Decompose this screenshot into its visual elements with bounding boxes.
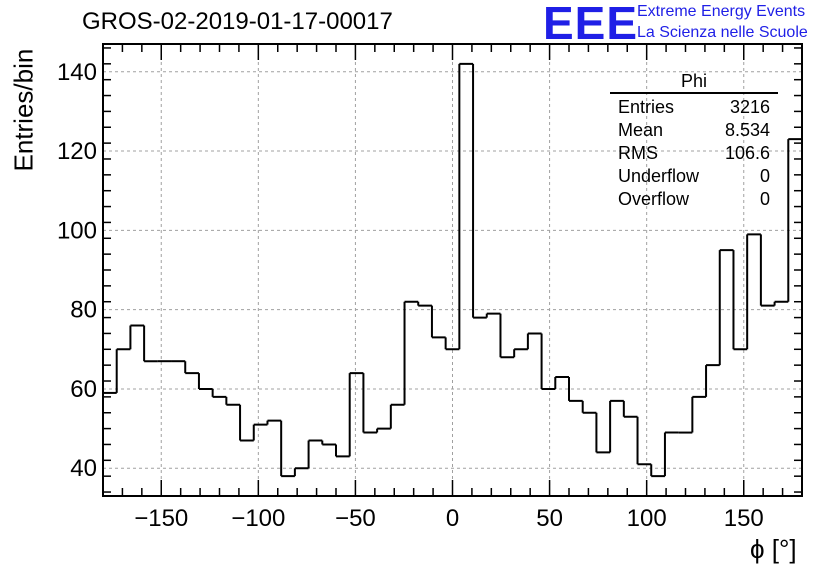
histogram-bin: [718, 249, 734, 366]
histogram-bin: [348, 372, 364, 457]
logo-text-line1: Extreme Energy Events: [637, 3, 806, 20]
histogram-bin: [376, 427, 391, 433]
histogram-bin: [691, 395, 707, 433]
stats-box: Phi Entries 3216 Mean 8.534 RMS 106.6 Un…: [610, 70, 778, 211]
histogram-bin: [499, 313, 515, 359]
histogram-bin: [293, 467, 309, 477]
y-tick-label: 100: [57, 217, 97, 244]
histogram-bin: [526, 332, 542, 350]
x-tick-label: −100: [231, 505, 285, 532]
stats-row-entries: Entries 3216: [610, 96, 778, 119]
stats-value: 0: [759, 166, 770, 186]
y-tick-label: 80: [70, 297, 97, 324]
histogram-bin: [554, 376, 569, 389]
x-tick-label: −50: [335, 505, 376, 532]
stats-label: Mean: [618, 120, 664, 140]
histogram-bin: [595, 412, 611, 454]
x-axis-label: ϕ [°]: [750, 534, 797, 564]
histogram-bin: [663, 431, 679, 477]
histogram-bin: [773, 300, 789, 306]
histogram-bin: [143, 325, 158, 363]
histogram-bin: [197, 373, 213, 390]
histogram-bin: [280, 420, 295, 478]
histogram-bin: [239, 404, 254, 442]
y-tick-label: 140: [57, 59, 97, 86]
histogram-bin: [403, 300, 419, 405]
histogram-bin: [485, 312, 501, 318]
stats-row-mean: Mean 8.534: [610, 119, 778, 142]
histogram-bin: [609, 399, 624, 453]
stats-value: 8.534: [724, 120, 770, 140]
histogram-bin: [335, 444, 350, 458]
stats-title: Phi: [680, 71, 707, 91]
histogram-bin: [568, 377, 583, 402]
histogram-bin: [266, 419, 282, 425]
histogram-bin: [732, 250, 748, 351]
histogram-bars: [103, 62, 802, 478]
logo-text-line2: La Scienza nelle Scuole: [637, 24, 808, 41]
stats-value: 0: [759, 189, 770, 209]
histogram-bin: [252, 423, 268, 441]
histogram-bin: [307, 439, 323, 469]
histogram-bin: [430, 305, 446, 339]
y-tick-label: 120: [57, 138, 97, 165]
histogram-bin: [705, 364, 720, 397]
chart-title: GROS-02-2019-01-17-00017: [82, 8, 393, 35]
stats-value: 3216: [729, 97, 770, 117]
eee-logo: EEE: [543, 0, 639, 49]
grid-lines: [103, 44, 802, 496]
histogram-bin: [458, 62, 474, 350]
histogram-bin: [321, 440, 336, 446]
histogram-bin: [581, 400, 597, 414]
tick-labels: −150 −100 −50 0 50 100 150 40 60 80 100 120 140: [57, 59, 764, 532]
stats-value: 106.6: [724, 143, 770, 163]
x-tick-label: 50: [536, 505, 563, 532]
histogram-bin: [513, 348, 528, 358]
x-tick-label: 100: [627, 505, 667, 532]
histogram-bin: [362, 373, 378, 434]
stats-row-rms: RMS 106.6: [610, 142, 778, 165]
histogram-bin: [759, 234, 775, 307]
histogram-bin: [444, 337, 460, 351]
histogram-bin: [746, 233, 761, 350]
histogram-bin: [540, 333, 556, 390]
histogram-bin: [622, 400, 638, 418]
histogram-bin: [115, 348, 131, 393]
stats-label: RMS: [618, 143, 658, 163]
stats-row-underflow: Underflow 0: [610, 165, 778, 188]
histogram-bin: [389, 403, 405, 429]
y-axis-label: Entries/bin: [8, 48, 39, 172]
y-tick-label: 60: [70, 376, 97, 403]
x-tick-label: 150: [724, 505, 764, 532]
histogram-bin: [184, 361, 199, 375]
histogram-bin: [211, 388, 227, 398]
stats-divider: [610, 92, 778, 94]
histogram-bin: [636, 416, 652, 466]
axis-ticks: [102, 44, 803, 496]
histogram-bin: [417, 301, 432, 307]
histogram-bin: [787, 138, 802, 302]
stats-label: Entries: [618, 97, 675, 117]
stats-row-overflow: Overflow 0: [610, 188, 778, 211]
y-tick-label: 40: [70, 455, 97, 482]
histogram-bin: [225, 396, 241, 406]
stats-label: Overflow: [618, 189, 690, 209]
x-tick-label: −150: [134, 505, 188, 532]
histogram-bin: [129, 324, 145, 350]
histogram-bin: [472, 63, 487, 319]
x-tick-label: 0: [446, 505, 459, 532]
stats-label: Underflow: [618, 166, 700, 186]
histogram-bin: [650, 464, 665, 478]
